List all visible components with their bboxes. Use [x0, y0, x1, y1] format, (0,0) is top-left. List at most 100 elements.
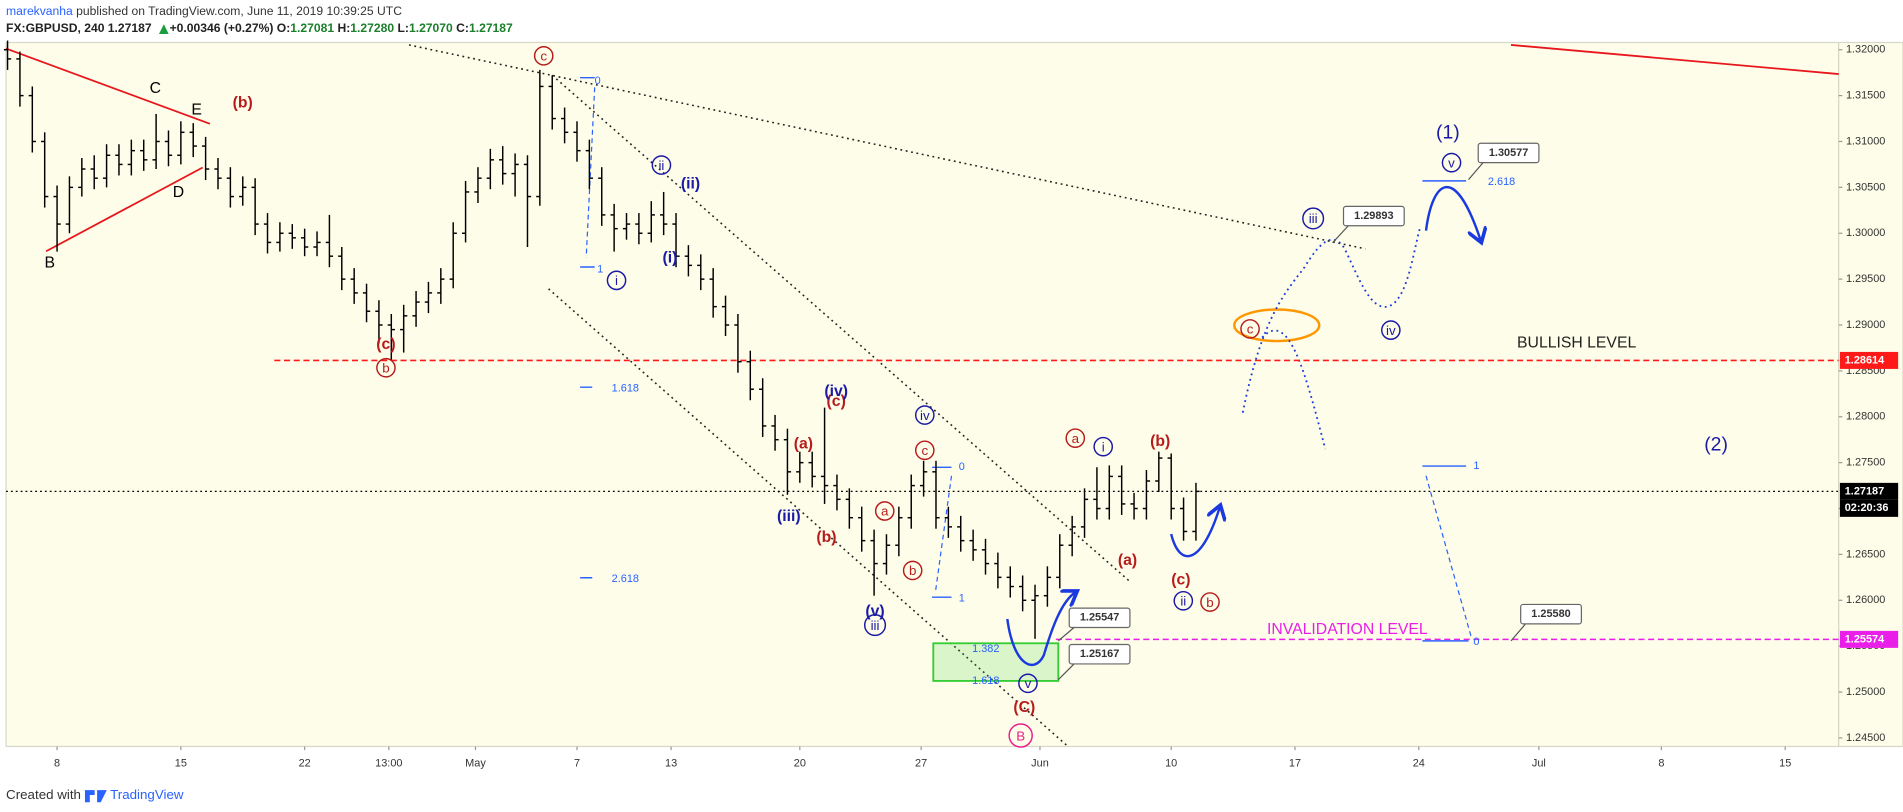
- callout-label: 1.25580: [1531, 608, 1570, 620]
- x-tick-label: 15: [175, 757, 187, 769]
- wave-label: iii: [1309, 211, 1318, 226]
- price-tag-label: 1.27187: [1845, 485, 1884, 497]
- x-tick-label: 20: [794, 757, 806, 769]
- arrow: [1006, 592, 1075, 667]
- callout-box: [1477, 142, 1540, 164]
- wave-label: (a): [1118, 552, 1137, 569]
- fib-label: 1.618: [612, 382, 639, 394]
- y-tick-label: 1.31000: [1846, 135, 1885, 147]
- wave-circle: [651, 155, 672, 175]
- trend-line: [45, 166, 204, 253]
- trend-line: [5, 47, 211, 125]
- fib-label: 1: [959, 592, 965, 604]
- wave-label: b: [1206, 595, 1213, 610]
- wave-circle: [606, 270, 627, 291]
- projection: [1241, 227, 1421, 413]
- fib-label: 0: [595, 75, 601, 87]
- callout-box: [1068, 643, 1131, 665]
- level-text: BULLISH LEVEL: [1517, 335, 1636, 352]
- wave-circle: [1173, 590, 1194, 611]
- wave-circle: [863, 614, 887, 637]
- y-tick-label: 1.26000: [1846, 594, 1885, 606]
- header-line: marekvanha published on TradingView.com,…: [6, 4, 402, 18]
- wave-label: a: [881, 504, 889, 519]
- wave-label: ii: [658, 158, 664, 173]
- wave-label: B: [1016, 728, 1025, 743]
- wave-label: (C): [1013, 699, 1035, 716]
- price-tag: [1839, 351, 1899, 369]
- fib-levels: [580, 76, 1469, 642]
- x-tick-label: Jul: [1532, 757, 1546, 769]
- footer: Created with TradingView: [6, 787, 184, 802]
- callout-label: 1.30577: [1489, 147, 1528, 159]
- x-tick-label: 22: [299, 757, 311, 769]
- x-tick-label: 13:00: [375, 757, 402, 769]
- wave-label: c: [1247, 322, 1254, 337]
- wave-label: (c): [1171, 571, 1190, 588]
- x-tick-label: 27: [915, 757, 927, 769]
- price-tag-label: 1.28614: [1845, 354, 1884, 366]
- drawings: [5, 44, 1839, 748]
- logo: [84, 790, 107, 803]
- wave-label: b: [909, 563, 916, 578]
- created: Created with: [6, 787, 81, 802]
- channel-line: [548, 288, 1069, 748]
- wave-circle: [1093, 436, 1114, 457]
- wave-label: (c): [376, 336, 395, 353]
- x-tick-label: 15: [1779, 757, 1791, 769]
- wave-label: iv: [1386, 323, 1396, 338]
- x-tick-label: May: [465, 757, 486, 769]
- x-tick-label: 8: [54, 757, 60, 769]
- wave-label: (c): [827, 393, 846, 410]
- countdown-tag: [1839, 499, 1899, 517]
- fib-label: 1.382: [972, 643, 999, 655]
- wave-circle: [914, 405, 935, 425]
- wave-label: v: [1448, 155, 1455, 170]
- wave-label: c: [540, 49, 547, 64]
- wave-label: B: [45, 255, 56, 272]
- wave-label: (b): [1150, 433, 1170, 450]
- x-tick-label: 17: [1289, 757, 1301, 769]
- y-tick-label: 1.32000: [1846, 44, 1885, 56]
- wave-label: (iii): [777, 508, 801, 525]
- x-tick-label: Jun: [1031, 757, 1049, 769]
- wave-label: i: [1102, 439, 1105, 454]
- wave-label: E: [191, 102, 202, 119]
- o: 1.27081: [290, 21, 334, 35]
- y-tick-label: 1.26500: [1846, 548, 1885, 560]
- x-tick-label: 7: [574, 757, 580, 769]
- wave-circle: [1018, 673, 1038, 694]
- callout-leader: [1468, 162, 1484, 181]
- x-tick-label: 8: [1658, 757, 1664, 769]
- wave-circle: [1008, 723, 1033, 748]
- brand[interactable]: TradingView: [110, 787, 184, 802]
- level-text: INVALIDATION LEVEL: [1267, 621, 1428, 638]
- callout-leader: [1057, 663, 1075, 681]
- last: 1.27187: [108, 21, 152, 35]
- wave-circle: [1381, 320, 1401, 340]
- wave-circle: [376, 357, 396, 378]
- symbol-line: FX:GBPUSD, 240 1.27187 +0.00346 (+0.27%)…: [6, 21, 513, 35]
- symbol: FX:GBPUSD, 240: [6, 21, 105, 35]
- wave-label: a: [1072, 431, 1080, 446]
- trend-line: [408, 44, 1366, 250]
- callout-leader: [1057, 627, 1075, 642]
- wave-label: iv: [920, 408, 930, 423]
- fib-label: 1.618: [972, 675, 999, 687]
- wave-label: v: [1025, 676, 1032, 691]
- fib-label: 0: [1473, 636, 1479, 648]
- y-tick-label: 1.29500: [1846, 273, 1885, 285]
- wave-label: (ii): [681, 176, 700, 193]
- fib-label: 2.618: [1488, 176, 1515, 188]
- wave-label: C: [150, 80, 161, 97]
- fib-label: 1: [597, 263, 603, 275]
- arrow: [1169, 507, 1220, 558]
- x-tick-label: 10: [1165, 757, 1177, 769]
- callout-label: 1.25167: [1080, 648, 1119, 660]
- projection: [1261, 329, 1327, 450]
- c-label: C:: [456, 21, 469, 35]
- fib-label: 1: [1473, 460, 1479, 472]
- l: 1.27070: [409, 21, 453, 35]
